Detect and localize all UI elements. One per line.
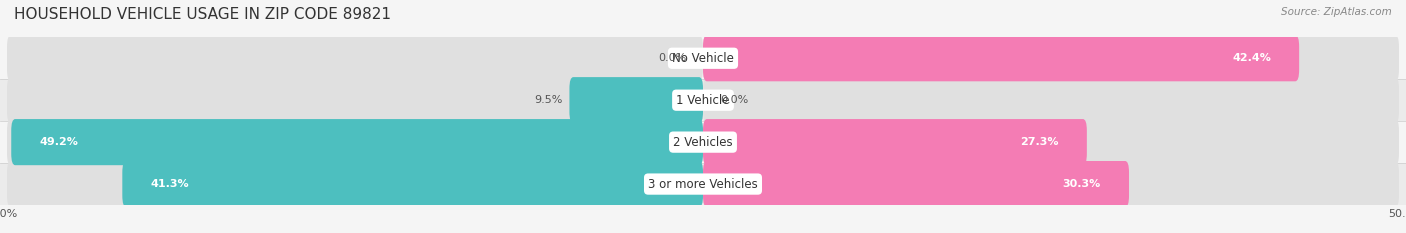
FancyBboxPatch shape: [7, 161, 703, 207]
Text: 49.2%: 49.2%: [39, 137, 79, 147]
FancyBboxPatch shape: [703, 35, 1299, 81]
Text: 3 or more Vehicles: 3 or more Vehicles: [648, 178, 758, 191]
Text: No Vehicle: No Vehicle: [672, 52, 734, 65]
FancyBboxPatch shape: [0, 79, 1406, 121]
FancyBboxPatch shape: [7, 119, 703, 165]
Text: HOUSEHOLD VEHICLE USAGE IN ZIP CODE 89821: HOUSEHOLD VEHICLE USAGE IN ZIP CODE 8982…: [14, 7, 391, 22]
FancyBboxPatch shape: [703, 161, 1129, 207]
Text: 27.3%: 27.3%: [1021, 137, 1059, 147]
FancyBboxPatch shape: [703, 77, 1399, 123]
FancyBboxPatch shape: [11, 119, 703, 165]
FancyBboxPatch shape: [703, 35, 1399, 81]
FancyBboxPatch shape: [122, 161, 703, 207]
Text: 0.0%: 0.0%: [658, 53, 686, 63]
FancyBboxPatch shape: [703, 161, 1399, 207]
FancyBboxPatch shape: [7, 35, 703, 81]
Text: 2 Vehicles: 2 Vehicles: [673, 136, 733, 149]
Text: 42.4%: 42.4%: [1232, 53, 1271, 63]
Text: 9.5%: 9.5%: [534, 95, 562, 105]
FancyBboxPatch shape: [569, 77, 703, 123]
Text: 1 Vehicle: 1 Vehicle: [676, 94, 730, 107]
Text: 0.0%: 0.0%: [720, 95, 748, 105]
Text: 30.3%: 30.3%: [1063, 179, 1101, 189]
FancyBboxPatch shape: [703, 119, 1087, 165]
FancyBboxPatch shape: [0, 37, 1406, 79]
FancyBboxPatch shape: [0, 163, 1406, 205]
FancyBboxPatch shape: [7, 77, 703, 123]
FancyBboxPatch shape: [0, 121, 1406, 163]
Text: Source: ZipAtlas.com: Source: ZipAtlas.com: [1281, 7, 1392, 17]
Text: 41.3%: 41.3%: [150, 179, 188, 189]
FancyBboxPatch shape: [703, 119, 1399, 165]
